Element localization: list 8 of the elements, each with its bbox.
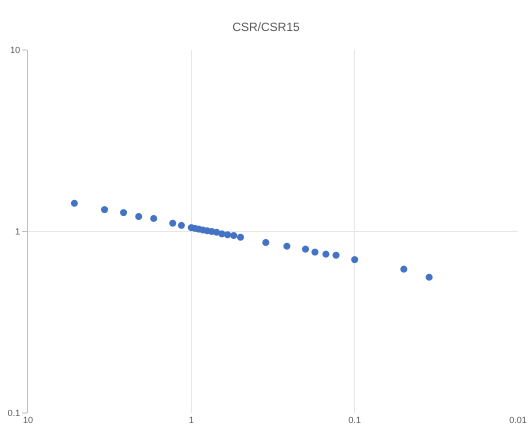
y-tick-label: 10 bbox=[10, 45, 20, 56]
x-tick-label: 0.01 bbox=[509, 415, 527, 425]
y-tick-label: 0.1 bbox=[8, 408, 20, 418]
x-tick-label: 0.1 bbox=[348, 415, 361, 425]
x-tick-label: 10 bbox=[22, 415, 34, 425]
y-tick-label: 1 bbox=[15, 226, 20, 237]
x-tick-label: 1 bbox=[188, 415, 194, 425]
chart-title: CSR/CSR15 bbox=[232, 20, 300, 34]
